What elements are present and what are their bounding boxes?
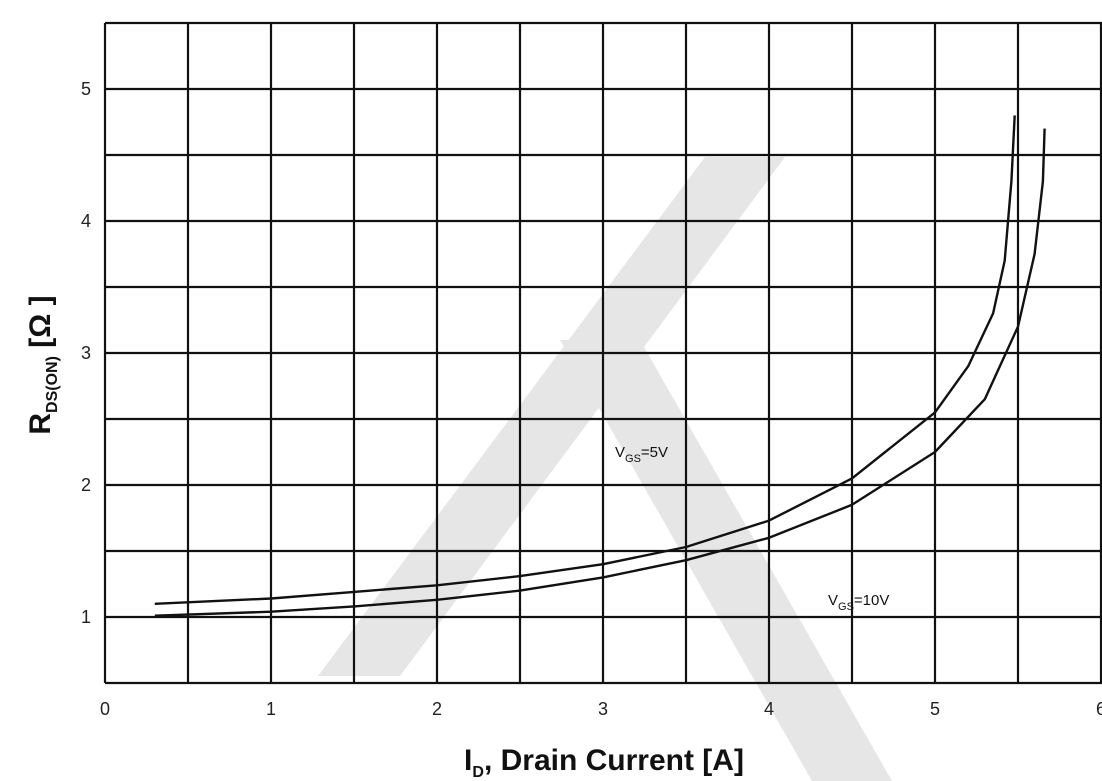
y-tick-label: 3	[81, 343, 91, 363]
x-axis-title: ID, Drain Current [A]	[464, 744, 744, 781]
grid	[105, 23, 1102, 683]
watermark-stroke-right	[560, 340, 892, 781]
x-tick-label: 2	[432, 699, 442, 719]
x-tick-label: 5	[930, 699, 940, 719]
y-tick-label: 2	[81, 475, 91, 495]
y-tick-label: 4	[81, 211, 91, 231]
x-tick-label: 0	[100, 699, 110, 719]
y-tick-label: 5	[81, 79, 91, 99]
x-tick-label: 3	[598, 699, 608, 719]
y-axis-title: RDS(ON) [Ω ]	[24, 295, 61, 434]
x-tick-label: 6	[1096, 699, 1102, 719]
y-tick-label: 1	[81, 607, 91, 627]
x-tick-label: 4	[764, 699, 774, 719]
x-tick-label: 1	[266, 699, 276, 719]
annotation-vgs-10v: VGS=10V	[828, 592, 889, 613]
